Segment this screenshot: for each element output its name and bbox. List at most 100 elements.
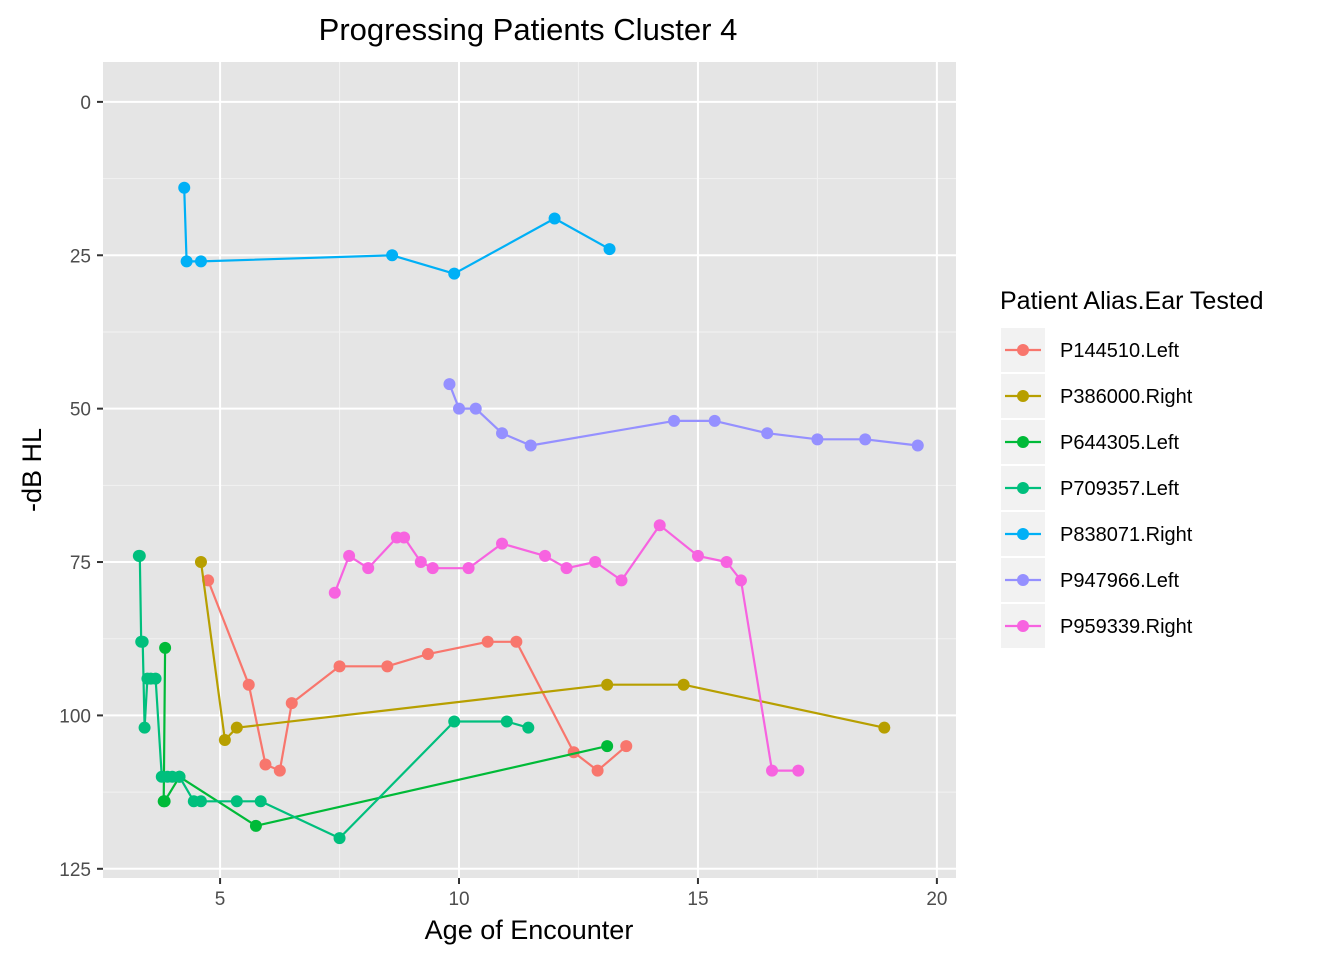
grid-major [103,62,956,878]
x-axis: 5 10 15 20 [215,878,947,910]
legend-item: P959339.Right [1001,604,1193,648]
data-point [249,819,262,832]
legend-item: P947966.Left [1001,558,1179,602]
series-P386000.Right [194,556,891,746]
y-tick-label: 100 [59,706,91,727]
x-tick-label: 10 [448,889,469,910]
data-point [677,678,690,691]
data-point [414,556,427,569]
data-point [426,562,439,575]
data-point [500,715,513,728]
data-point [766,764,779,777]
x-tick-label: 20 [926,889,947,910]
data-point [138,721,151,734]
data-point [859,433,872,446]
data-point [136,635,149,648]
data-point [343,549,356,562]
data-point [462,562,475,575]
legend-item: P644305.Left [1001,420,1179,464]
y-tick-label: 25 [70,246,91,267]
data-point [811,433,824,446]
series-P947966.Left [443,378,924,452]
data-point [496,427,509,440]
data-point [362,562,375,575]
series-P709357.Left [132,549,535,845]
data-point [194,556,207,569]
data-point [202,574,215,587]
x-tick-label: 5 [215,889,226,910]
data-point [496,537,509,550]
series-P838071.Right [178,181,616,280]
data-point [761,427,774,440]
data-point [448,267,461,280]
data-point [591,764,604,777]
data-point [453,402,466,415]
data-point [230,795,243,808]
legend-label: P959339.Right [1060,616,1193,638]
legend-item: P386000.Right [1001,374,1193,418]
legend-label: P644305.Left [1060,432,1179,454]
legend-key-point [1017,528,1029,540]
data-point [481,635,494,648]
data-point [159,641,172,654]
data-point [218,733,231,746]
data-point [615,574,628,587]
plot-panel [103,62,956,878]
data-point [173,770,186,783]
data-point [194,255,207,268]
chart-title: Progressing Patients Cluster 4 [319,12,738,47]
data-point [254,795,267,808]
data-point [589,556,602,569]
series-layer [132,181,924,845]
data-point [133,549,146,562]
legend-label: P947966.Left [1060,570,1179,592]
y-axis: 0 25 50 75 100 125 [59,93,103,881]
legend-item: P144510.Left [1001,328,1179,372]
legend-label: P709357.Left [1060,478,1179,500]
data-point [548,212,561,225]
data-point [178,181,191,194]
series-P959339.Right [328,519,805,777]
legend-key-point [1017,390,1029,402]
data-point [734,574,747,587]
data-point [603,243,616,256]
legend-title: Patient Alias.Ear Tested [1000,287,1264,315]
legend-key-point [1017,620,1029,632]
data-point [333,660,346,673]
data-point [878,721,891,734]
data-point [691,549,704,562]
data-point [398,531,411,544]
data-point [524,439,537,452]
y-tick-label: 50 [70,400,91,421]
data-point [720,556,733,569]
data-point [158,795,171,808]
grid-minor [103,62,956,878]
series-line [199,561,885,742]
data-point [539,549,552,562]
data-point [601,740,614,753]
data-point [328,586,341,599]
data-point [469,402,482,415]
legend-items: P144510.Left P386000.Right P644305.Left P70… [1001,328,1193,648]
data-point [668,414,681,427]
data-point [620,740,633,753]
legend-label: P144510.Left [1060,340,1179,362]
data-point [149,672,162,685]
data-point [381,660,394,673]
y-tick-label: 0 [80,93,91,114]
x-tick-label: 15 [687,889,708,910]
data-point [510,635,523,648]
data-point [180,255,193,268]
data-point [792,764,805,777]
legend-label: P386000.Right [1060,386,1193,408]
data-point [911,439,924,452]
legend-key-point [1017,436,1029,448]
y-axis-title: -dB HL [17,428,47,512]
data-point [273,764,286,777]
y-tick-label: 75 [70,553,91,574]
data-point [448,715,461,728]
data-point [386,249,399,262]
data-point [285,697,298,710]
data-point [242,678,255,691]
